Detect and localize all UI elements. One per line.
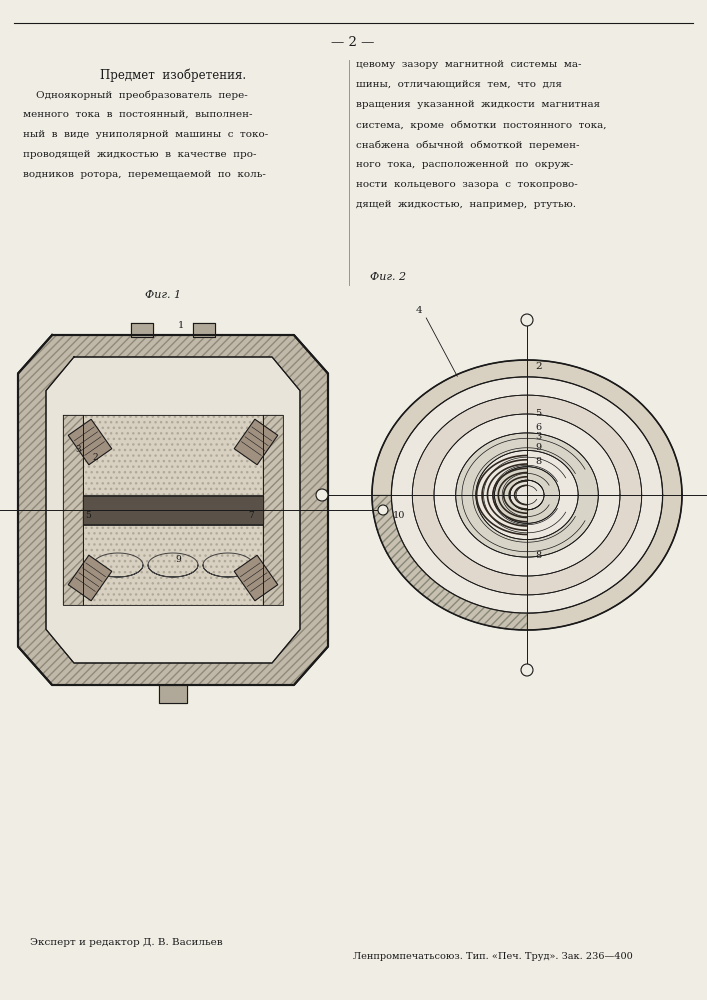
Text: ного  тока,  расположенной  по  окруж-: ного тока, расположенной по окруж-	[356, 160, 573, 169]
Polygon shape	[131, 323, 153, 337]
Text: 1: 1	[178, 321, 185, 330]
Polygon shape	[263, 415, 283, 605]
Polygon shape	[68, 419, 112, 465]
Text: 4: 4	[415, 306, 422, 315]
Polygon shape	[83, 496, 263, 524]
Polygon shape	[234, 419, 278, 465]
Text: 3: 3	[535, 432, 542, 441]
Ellipse shape	[494, 467, 559, 523]
Text: 8: 8	[535, 551, 541, 560]
Ellipse shape	[372, 360, 682, 630]
Text: цевому  зазору  магнитной  системы  ма-: цевому зазору магнитной системы ма-	[356, 60, 581, 69]
Polygon shape	[83, 525, 263, 605]
Polygon shape	[18, 335, 328, 685]
Polygon shape	[68, 555, 112, 601]
Text: снабжена  обычной  обмоткой  перемен-: снабжена обычной обмоткой перемен-	[356, 140, 579, 149]
Ellipse shape	[510, 480, 544, 510]
Circle shape	[378, 505, 388, 515]
Polygon shape	[372, 495, 527, 630]
Text: — 2 —: — 2 —	[332, 36, 375, 49]
Text: 6: 6	[535, 423, 541, 432]
Circle shape	[521, 314, 533, 326]
Text: ности  кольцевого  зазора  с  токопрово-: ности кольцевого зазора с токопрово-	[356, 180, 578, 189]
Text: проводящей  жидкостью  в  качестве  про-: проводящей жидкостью в качестве про-	[23, 150, 256, 159]
Text: Одноякорный  преобразователь  пере-: Одноякорный преобразователь пере-	[23, 90, 247, 100]
Polygon shape	[46, 357, 300, 663]
Text: ный  в  виде  униполярной  машины  с  токо-: ный в виде униполярной машины с токо-	[23, 130, 268, 139]
Text: 9: 9	[175, 556, 181, 564]
Text: 5: 5	[85, 510, 91, 520]
Text: Ленпромпечатьсоюз. Тип. «Печ. Труд». Зак. 236—400: Ленпромпечатьсоюз. Тип. «Печ. Труд». Зак…	[353, 952, 633, 961]
Text: 10: 10	[393, 510, 405, 520]
Polygon shape	[234, 555, 278, 601]
Polygon shape	[193, 323, 215, 337]
Text: Предмет  изобретения.: Предмет изобретения.	[100, 68, 246, 82]
Polygon shape	[18, 335, 328, 685]
Polygon shape	[46, 357, 300, 663]
Text: менного  тока  в  постоянный,  выполнен-: менного тока в постоянный, выполнен-	[23, 110, 252, 119]
Circle shape	[521, 664, 533, 676]
Ellipse shape	[456, 433, 598, 557]
Circle shape	[316, 489, 328, 501]
Text: 9: 9	[535, 443, 541, 452]
Text: 3: 3	[75, 446, 81, 454]
Ellipse shape	[412, 395, 642, 595]
Polygon shape	[159, 685, 187, 703]
Ellipse shape	[392, 377, 662, 613]
Text: 2: 2	[92, 454, 98, 462]
Ellipse shape	[476, 450, 578, 540]
Text: 2: 2	[535, 362, 542, 371]
Text: Эксперт и редактор Д. В. Васильев: Эксперт и редактор Д. В. Васильев	[30, 938, 223, 947]
Text: 5: 5	[535, 410, 541, 418]
Text: водников  ротора,  перемещаемой  по  коль-: водников ротора, перемещаемой по коль-	[23, 170, 266, 179]
Polygon shape	[83, 415, 263, 495]
Text: Фиг. 2: Фиг. 2	[370, 272, 406, 282]
Polygon shape	[63, 415, 83, 605]
Text: шины,  отличающийся  тем,  что  для: шины, отличающийся тем, что для	[356, 80, 561, 89]
Ellipse shape	[434, 414, 620, 576]
Text: Фиг. 1: Фиг. 1	[145, 290, 181, 300]
Text: система,  кроме  обмотки  постоянного  тока,: система, кроме обмотки постоянного тока,	[356, 120, 606, 129]
Text: дящей  жидкостью,  например,  ртутью.: дящей жидкостью, например, ртутью.	[356, 200, 575, 209]
Text: 8: 8	[535, 457, 541, 466]
Text: 7: 7	[248, 510, 254, 520]
Text: вращения  указанной  жидкости  магнитная: вращения указанной жидкости магнитная	[356, 100, 600, 109]
